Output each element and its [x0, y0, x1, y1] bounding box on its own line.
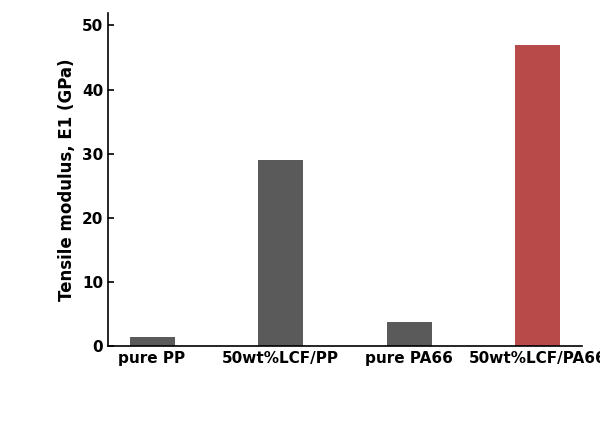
Bar — [130, 337, 175, 346]
Bar — [515, 45, 560, 346]
Y-axis label: Tensile modulus, E1 (GPa): Tensile modulus, E1 (GPa) — [58, 58, 76, 300]
Bar — [387, 322, 432, 346]
Bar — [258, 160, 303, 346]
